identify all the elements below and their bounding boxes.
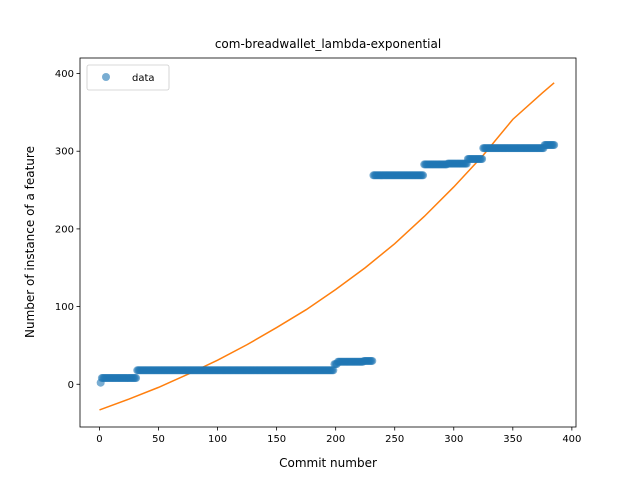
data-point	[419, 171, 428, 180]
chart-title: com-breadwallet_lambda-exponential	[215, 37, 441, 51]
y-tick-label: 200	[55, 224, 74, 235]
legend: data	[86, 64, 170, 91]
x-tick-label: 150	[267, 434, 286, 445]
plot-area	[96, 82, 559, 411]
x-tick-label: 350	[503, 434, 522, 445]
legend-box	[86, 64, 170, 91]
x-tick-label: 100	[208, 434, 227, 445]
x-tick-label: 0	[96, 434, 102, 445]
y-tick-label: 300	[55, 147, 74, 158]
x-tick-label: 200	[326, 434, 345, 445]
data-points	[96, 141, 559, 387]
x-tick-label: 250	[385, 434, 404, 445]
axes-frame	[79, 57, 577, 428]
x-tick-label: 300	[444, 434, 463, 445]
y-axis-ticks: 0 100 200 300 400	[55, 69, 80, 391]
fit-layer	[99, 82, 555, 411]
y-tick-label: 400	[55, 69, 74, 80]
data-point	[478, 154, 487, 163]
data-point	[132, 374, 141, 383]
x-axis-ticks: 0 50 100 150 200 250 300 350 400	[96, 427, 581, 445]
legend-marker-data	[102, 73, 110, 81]
y-tick-label: 0	[68, 380, 74, 391]
fit-line	[99, 82, 555, 411]
data-point	[550, 141, 559, 150]
y-axis-label: Number of instance of a feature	[23, 146, 37, 338]
y-tick-label: 100	[55, 302, 74, 313]
x-tick-label: 400	[562, 434, 581, 445]
data-point	[329, 366, 338, 375]
x-axis-label: Commit number	[279, 456, 377, 470]
legend-label-data: data	[132, 73, 155, 84]
x-tick-label: 50	[152, 434, 165, 445]
data-point	[368, 356, 377, 365]
